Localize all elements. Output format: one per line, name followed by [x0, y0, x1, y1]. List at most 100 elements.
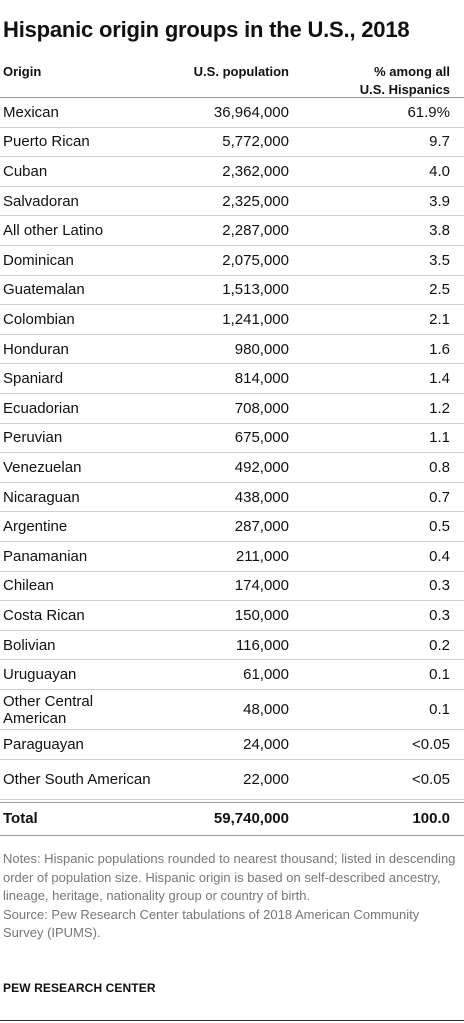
- cell-percent: 2.1: [429, 310, 450, 328]
- cell-population: 48,000: [243, 701, 289, 718]
- cell-percent: 1.1: [429, 429, 450, 447]
- cell-percent: 0.1: [429, 666, 450, 684]
- source-text: Source: Pew Research Center tabulations …: [3, 906, 420, 941]
- cell-origin: Nicaraguan: [3, 488, 80, 506]
- cell-origin: Peruvian: [3, 429, 63, 447]
- cell-percent: 0.5: [429, 518, 450, 536]
- cell-percent: 0.7: [429, 488, 450, 506]
- table-row: Nicaraguan 438,000 0.7: [0, 483, 464, 513]
- cell-population: 36,964,000: [213, 103, 289, 121]
- cell-population: 2,287,000: [222, 222, 289, 240]
- table-row: All other Latino 2,287,000 3.8: [0, 216, 464, 246]
- cell-percent: 9.7: [429, 133, 450, 151]
- column-header-percent: % among all U.S. Hispanics: [360, 63, 450, 99]
- cell-origin: Panamanian: [3, 547, 88, 565]
- column-header-population: U.S. population: [193, 64, 289, 79]
- cell-population: 2,362,000: [222, 162, 289, 180]
- cell-percent: 0.3: [429, 606, 450, 624]
- cell-population: 675,000: [234, 429, 289, 447]
- cell-population: 2,075,000: [222, 251, 289, 269]
- cell-percent: 0.2: [429, 636, 450, 654]
- cell-population: 814,000: [234, 370, 289, 388]
- table-row: Panamanian 211,000 0.4: [0, 542, 464, 572]
- cell-origin: Venezuelan: [3, 458, 82, 476]
- cell-population: 211,000: [235, 547, 289, 565]
- cell-origin: Guatemalan: [3, 281, 85, 299]
- organization-credit: PEW RESEARCH CENTER: [3, 981, 156, 995]
- cell-population: 61,000: [243, 666, 289, 684]
- table-row: Cuban 2,362,000 4.0: [0, 157, 464, 187]
- cell-percent: 0.1: [429, 701, 450, 718]
- cell-percent: 1.2: [429, 399, 450, 417]
- table-row: Dominican 2,075,000 3.5: [0, 246, 464, 276]
- cell-percent: 2.5: [429, 281, 450, 299]
- cell-percent: <0.05: [412, 735, 450, 753]
- header-divider: [0, 97, 464, 98]
- table-row: Other Central American 48,000 0.1: [0, 690, 464, 730]
- cell-population: 980,000: [234, 340, 289, 358]
- cell-origin: Puerto Rican: [3, 133, 90, 151]
- cell-percent-total: 100.0: [412, 810, 450, 828]
- cell-origin: Colombian: [3, 310, 75, 328]
- table-row: Uruguayan 61,000 0.1: [0, 660, 464, 690]
- cell-origin: Uruguayan: [3, 666, 77, 684]
- cell-origin: Cuban: [3, 162, 48, 180]
- cell-origin: Other Central American: [3, 692, 94, 727]
- cell-origin: Dominican: [3, 251, 74, 269]
- cell-population-total: 59,740,000: [213, 810, 289, 828]
- notes-text: Notes: Hispanic populations rounded to n…: [3, 851, 456, 903]
- cell-population: 492,000: [234, 458, 289, 476]
- cell-origin: Costa Rican: [3, 606, 85, 624]
- cell-origin: Other South American: [3, 770, 151, 788]
- cell-percent: 3.9: [429, 192, 450, 210]
- table-row: Paraguayan 24,000 <0.05: [0, 730, 464, 760]
- cell-population: 1,241,000: [222, 310, 289, 328]
- cell-origin: Mexican: [3, 103, 59, 121]
- cell-percent: 1.4: [429, 370, 450, 388]
- table-row: Puerto Rican 5,772,000 9.7: [0, 128, 464, 158]
- cell-origin: Chilean: [3, 577, 54, 595]
- notes-block: Notes: Hispanic populations rounded to n…: [3, 850, 458, 943]
- cell-origin: Argentine: [3, 518, 68, 536]
- table-row: Costa Rican 150,000 0.3: [0, 601, 464, 631]
- column-header-percent-line1: % among all: [374, 64, 450, 79]
- cell-population: 2,325,000: [222, 192, 289, 210]
- table-row: Honduran 980,000 1.6: [0, 335, 464, 365]
- cell-population: 5,772,000: [222, 133, 289, 151]
- table-row-total: Total 59,740,000 100.0: [0, 801, 464, 836]
- cell-population: 22,000: [243, 770, 289, 788]
- table-row: Ecuadorian 708,000 1.2: [0, 394, 464, 424]
- cell-percent: 0.3: [429, 577, 450, 595]
- cell-percent: <0.05: [412, 770, 450, 788]
- cell-percent: 0.8: [429, 458, 450, 476]
- cell-population: 116,000: [235, 636, 289, 654]
- cell-percent: 61.9%: [407, 103, 450, 121]
- bottom-divider: [0, 1020, 464, 1021]
- column-header-origin: Origin: [3, 64, 42, 79]
- cell-percent: 3.5: [429, 251, 450, 269]
- cell-population: 1,513,000: [222, 281, 289, 299]
- cell-population: 708,000: [234, 399, 289, 417]
- cell-population: 287,000: [234, 518, 289, 536]
- cell-origin-total: Total: [3, 810, 38, 828]
- cell-percent: 3.8: [429, 222, 450, 240]
- cell-origin: Salvadoran: [3, 192, 79, 210]
- cell-population: 24,000: [243, 735, 289, 753]
- cell-population: 150,000: [234, 606, 289, 624]
- cell-origin: Honduran: [3, 340, 69, 358]
- cell-percent: 0.4: [429, 547, 450, 565]
- table-row: Chilean 174,000 0.3: [0, 572, 464, 602]
- table-row: Venezuelan 492,000 0.8: [0, 453, 464, 483]
- table-row: Salvadoran 2,325,000 3.9: [0, 187, 464, 217]
- cell-population: 438,000: [234, 488, 289, 506]
- table-row: Spaniard 814,000 1.4: [0, 364, 464, 394]
- cell-percent: 4.0: [429, 162, 450, 180]
- cell-origin: All other Latino: [3, 222, 104, 240]
- table-row: Guatemalan 1,513,000 2.5: [0, 276, 464, 306]
- page-title: Hispanic origin groups in the U.S., 2018: [3, 17, 410, 42]
- cell-origin: Bolivian: [3, 636, 56, 654]
- table-row: Mexican 36,964,000 61.9%: [0, 98, 464, 128]
- table-row: Other South American 22,000 <0.05: [0, 760, 464, 800]
- cell-origin: Ecuadorian: [3, 399, 79, 417]
- cell-percent: 1.6: [429, 340, 450, 358]
